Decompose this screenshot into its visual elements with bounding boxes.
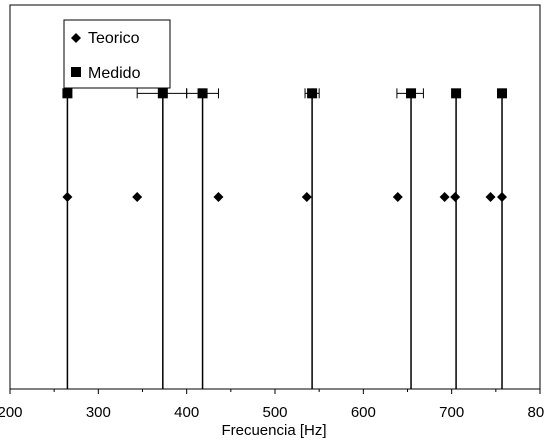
medido-point — [62, 88, 73, 99]
teorico-point — [132, 192, 143, 202]
x-tick-label: 800 — [527, 404, 544, 421]
teorico-point — [450, 192, 461, 202]
legend-square-icon — [71, 67, 81, 77]
teorico-point — [485, 192, 496, 202]
teorico-point — [213, 192, 224, 202]
medido-point — [307, 88, 318, 99]
medido-point — [406, 88, 417, 99]
x-tick-label: 200 — [0, 404, 23, 421]
x-tick-label: 300 — [86, 404, 111, 421]
x-tick-label: 700 — [439, 404, 464, 421]
legend-box — [63, 19, 171, 89]
medido-point — [451, 88, 462, 99]
x-axis-ticks: 200 300 400 500 600 700 800 — [0, 389, 544, 421]
legend-label-medido: Medido — [88, 65, 141, 82]
teorico-point — [497, 192, 508, 202]
medido-point — [197, 88, 208, 99]
legend-diamond-icon — [71, 33, 81, 43]
teorico-point — [392, 192, 403, 202]
x-axis-label: Frecuencia [Hz] — [221, 422, 326, 439]
x-tick-label: 400 — [174, 404, 199, 421]
teorico-point — [301, 192, 312, 202]
x-tick-label: 500 — [262, 404, 287, 421]
teorico-point — [439, 192, 450, 202]
legend: Teorico Medido — [63, 19, 171, 89]
legend-label-teorico: Teorico — [88, 30, 140, 47]
x-tick-label: 600 — [351, 404, 376, 421]
markers — [62, 88, 508, 202]
vertical-lines — [66, 93, 503, 389]
medido-point — [157, 88, 168, 99]
teorico-point — [62, 192, 73, 202]
medido-point — [497, 88, 508, 99]
